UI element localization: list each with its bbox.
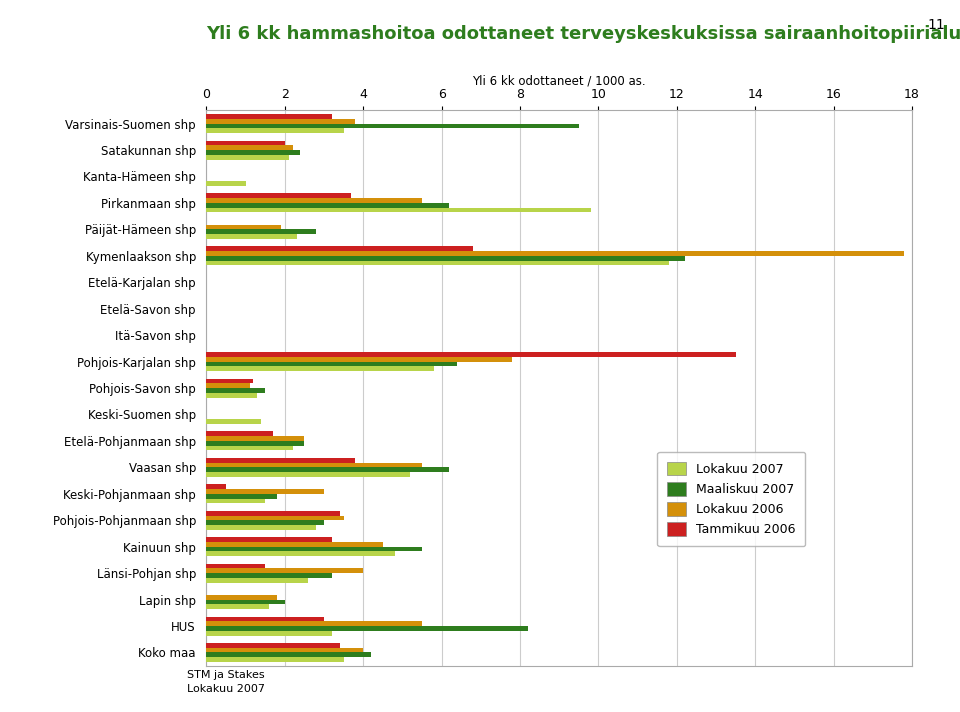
Text: 11: 11 <box>928 18 946 32</box>
Bar <box>206 520 324 525</box>
Bar <box>206 256 684 261</box>
Text: STM ja Stakes
Lokakuu 2007: STM ja Stakes Lokakuu 2007 <box>187 670 265 694</box>
Bar <box>206 657 344 662</box>
Bar <box>206 604 269 609</box>
Bar <box>206 182 246 186</box>
Bar <box>206 198 422 203</box>
Bar <box>206 552 395 556</box>
Bar <box>206 472 410 477</box>
Bar <box>206 150 300 155</box>
Bar <box>206 261 669 266</box>
Bar <box>206 431 273 436</box>
Bar <box>206 525 316 530</box>
Bar <box>206 573 332 578</box>
Text: ▽: ▽ <box>86 677 100 695</box>
Bar <box>206 600 285 604</box>
Bar <box>206 568 363 573</box>
Bar <box>206 498 265 503</box>
Bar <box>206 140 285 145</box>
Bar <box>206 595 276 600</box>
Bar <box>206 578 308 582</box>
Bar <box>206 419 261 424</box>
Bar <box>206 194 351 198</box>
Bar <box>206 436 304 441</box>
Bar <box>206 643 340 648</box>
Bar <box>206 626 528 631</box>
Bar <box>206 379 253 383</box>
Bar <box>206 631 332 636</box>
Bar <box>206 648 363 652</box>
Bar <box>206 564 265 568</box>
Bar <box>206 515 344 520</box>
Bar <box>206 229 316 234</box>
Bar <box>206 352 735 357</box>
Bar <box>206 234 297 239</box>
Bar <box>206 119 355 124</box>
Bar <box>206 446 293 451</box>
Bar <box>206 463 422 467</box>
Bar <box>206 246 473 251</box>
Bar <box>206 383 250 388</box>
Bar <box>206 208 590 212</box>
X-axis label: Yli 6 kk odottaneet / 1000 as.: Yli 6 kk odottaneet / 1000 as. <box>472 74 646 87</box>
Bar <box>206 155 289 159</box>
Bar <box>206 393 257 397</box>
Bar <box>206 617 324 622</box>
Bar <box>206 484 226 489</box>
Bar <box>206 622 422 626</box>
Bar <box>206 114 332 119</box>
Bar <box>206 224 281 229</box>
Bar <box>206 547 422 552</box>
Bar <box>206 124 579 128</box>
Bar <box>206 367 434 371</box>
Text: STAKES: STAKES <box>110 679 170 693</box>
Bar <box>206 388 265 393</box>
Bar <box>206 489 324 494</box>
Bar <box>206 467 449 472</box>
Bar <box>206 203 449 208</box>
Bar <box>206 511 340 515</box>
Bar <box>206 145 293 150</box>
Bar <box>206 128 344 133</box>
Bar <box>206 494 276 498</box>
Bar <box>206 441 304 446</box>
Bar <box>206 537 332 542</box>
Legend: Lokakuu 2007, Maaliskuu 2007, Lokakuu 2006, Tammikuu 2006: Lokakuu 2007, Maaliskuu 2007, Lokakuu 20… <box>658 451 805 547</box>
Bar <box>206 251 904 256</box>
Bar <box>206 652 371 657</box>
Text: Yli 6 kk hammashoitoa odottaneet terveyskeskuksissa sairaanhoitopiirialueittain : Yli 6 kk hammashoitoa odottaneet terveys… <box>206 25 960 43</box>
Bar <box>206 362 457 367</box>
Bar <box>206 357 513 362</box>
Bar <box>206 458 355 463</box>
Bar <box>206 542 383 547</box>
